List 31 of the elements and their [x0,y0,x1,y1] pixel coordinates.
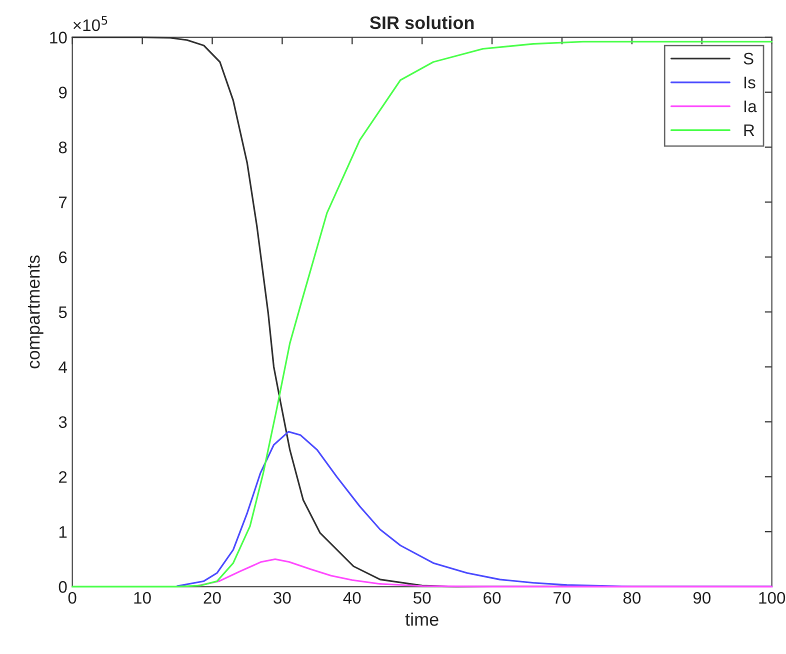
y-tick-label: 8 [58,142,67,154]
y-tick-label: 1 [59,526,67,538]
y-tick-label: 5 [58,306,67,318]
legend-label: R [744,124,754,136]
text: ×10$^{5}$ [73,16,108,32]
chart-title: SIR solution [370,16,474,30]
x-tick-label: 0 [68,592,76,604]
y-tick-label: 2 [59,471,67,483]
x-tick-label: 70 [554,592,571,604]
y-tick-label: 3 [58,416,67,428]
x-tick-label: 90 [693,592,711,604]
legend-label: Ia [744,100,757,112]
legend-label: S [744,52,754,65]
x-tick-label: 80 [623,592,641,604]
x-tick-label: 30 [274,592,291,604]
x-tick-label: 100 [759,592,786,604]
x-tick-label: 20 [204,592,221,604]
y-axis-title: compartments [28,255,44,368]
y-tick-label: 10 [50,32,67,44]
y-tick-label: 9 [58,86,67,98]
x-tick-label: 10 [134,592,151,604]
y-tick-label: 4 [58,361,67,373]
y-tick-label: 6 [59,251,67,264]
x-tick-label: 50 [413,592,431,604]
legend-label: Is [744,76,756,88]
x-tick-label: 60 [484,592,501,604]
line-series [197,558,773,588]
y-tick-label: 0 [58,581,67,593]
x-axis-title: time [405,612,438,626]
x-tick-label: 40 [343,592,361,604]
y-tick-label: 7 [59,196,67,208]
